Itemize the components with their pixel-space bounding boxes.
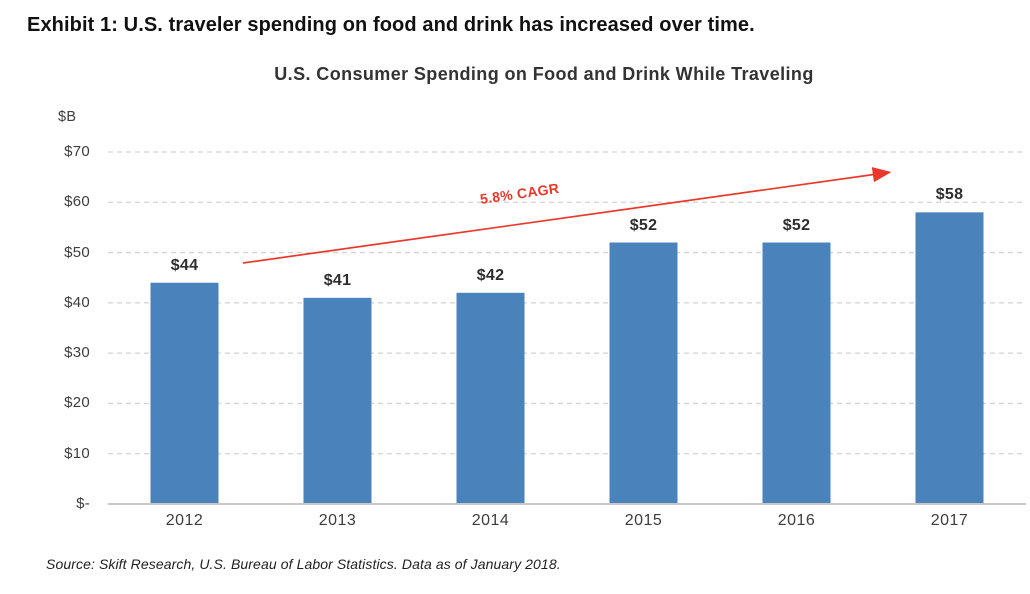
bar-value-label: $42 [476, 266, 505, 284]
x-tick-label: 2017 [930, 512, 969, 529]
bar [915, 212, 984, 505]
bar [150, 282, 219, 504]
exhibit-title: Exhibit 1: U.S. traveler spending on foo… [27, 14, 755, 36]
y-tick-label: $30 [64, 344, 90, 362]
gridlines [108, 151, 1026, 455]
x-tick-label: 2013 [318, 512, 357, 529]
bar-value-label: $44 [170, 256, 199, 274]
x-tick-label: 2016 [777, 512, 816, 529]
source-note: Source: Skift Research, U.S. Bureau of L… [46, 556, 561, 572]
bar-value-label: $58 [935, 186, 964, 204]
y-tick-label: $20 [64, 394, 90, 412]
x-tick-label: 2012 [165, 512, 204, 529]
y-tick-label: $60 [64, 193, 90, 211]
y-axis-unit-label: $B [58, 109, 77, 125]
bar [456, 292, 525, 504]
trend-arrow [242, 167, 892, 264]
bar-value-label: $41 [323, 271, 352, 289]
y-tick-label: $10 [64, 444, 90, 462]
y-tick-label: $50 [64, 243, 90, 261]
y-tick-label: $70 [64, 143, 90, 160]
y-tick-label: $- [76, 495, 90, 512]
bar-value-label: $52 [629, 216, 658, 234]
x-tick-label: 2015 [624, 512, 663, 529]
bar [762, 242, 831, 504]
x-tick-label: 2014 [471, 512, 510, 529]
y-tick-label: $40 [64, 293, 90, 311]
bar [609, 242, 678, 504]
bar-value-label: $52 [782, 216, 811, 234]
bars [150, 212, 984, 505]
chart-title: U.S. Consumer Spending on Food and Drink… [274, 64, 814, 84]
bar [303, 297, 372, 504]
